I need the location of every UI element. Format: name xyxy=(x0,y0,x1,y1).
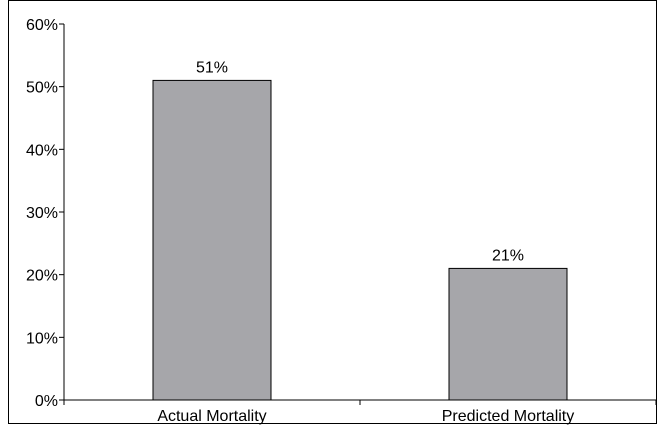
bar-actual-mortality xyxy=(152,79,272,401)
y-tick-label: 50% xyxy=(26,80,58,97)
bars xyxy=(152,79,568,401)
y-tick-label: 40% xyxy=(26,142,58,159)
y-tick-label: 60% xyxy=(26,17,58,34)
data-label: 21% xyxy=(492,247,524,264)
y-tick-label: 0% xyxy=(35,393,58,410)
x-category-label: Actual Mortality xyxy=(157,408,266,425)
bar-predicted-mortality xyxy=(448,267,568,401)
x-category-label: Predicted Mortality xyxy=(442,408,575,425)
labels: 51% Actual Mortality 21% Predicted Mortalit… xyxy=(157,59,574,425)
y-tick-label: 20% xyxy=(26,268,58,285)
y-tick-label: 10% xyxy=(26,330,58,347)
data-label: 51% xyxy=(196,59,228,76)
y-tick-label: 30% xyxy=(26,205,58,222)
